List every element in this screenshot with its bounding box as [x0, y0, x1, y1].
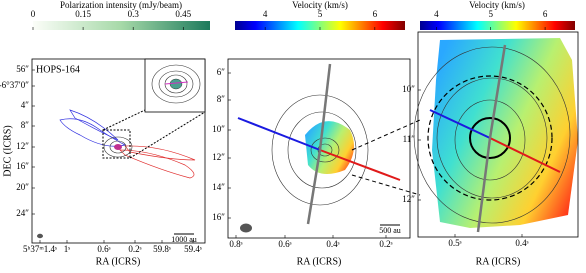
colorbar-tick-label: 5 [488, 9, 493, 19]
y-tick-label: 11″ [403, 134, 416, 144]
contour [109, 140, 127, 154]
scale-bar-label: 1000 au [171, 235, 197, 244]
x-axis-label: RA (ICRS) [297, 256, 342, 267]
y-axis-label: DEC (ICRS) [2, 125, 13, 176]
y-tick-label: 16″ [212, 212, 225, 222]
y-tick-label: -6°37′0″ [0, 80, 29, 90]
colorbar-title: Velocity (km/s) [469, 0, 525, 10]
y-tick-label: 14″ [212, 182, 225, 192]
zoom-line [129, 111, 206, 159]
red-lobe [124, 145, 196, 161]
colorbar-tick-label: 0.45 [175, 9, 191, 19]
colorbar-tick-label: 4 [434, 9, 439, 19]
panel-3: Velocity (km/s) RA (ICRS) [413, 0, 579, 267]
y-tick-label: 16″ [16, 161, 29, 171]
contour [454, 99, 526, 181]
x-tick-label: 0.8ˢ [229, 239, 242, 249]
y-tick-label: 56″ [16, 64, 29, 74]
y-tick-label: 8″ [217, 94, 226, 104]
gray-arrow [318, 63, 332, 151]
colorbar-tick-label: 0.3 [128, 9, 140, 19]
beam [240, 223, 252, 233]
gray-arrow [488, 44, 507, 139]
velocity-map [432, 38, 578, 228]
x-tick-label: 1ˢ [64, 244, 71, 254]
contour [287, 111, 357, 189]
contour [436, 77, 548, 199]
zoom-box [102, 129, 131, 159]
blue-lobe [69, 109, 119, 141]
colorbar-tick-label: 0.15 [75, 9, 91, 19]
panel-1: Polarization intensity (mJy/beam) HOPS-1… [2, 0, 210, 267]
colorbar-tick-label: 6 [373, 9, 378, 19]
colorbar [33, 21, 210, 30]
colorbar-tick-label: 6 [543, 9, 548, 19]
y-tick-label: 6″ [217, 67, 226, 77]
y-tick-label: 12″ [402, 194, 415, 204]
x-tick-label: 0.6ˢ [278, 239, 291, 249]
x-tick-label: 0.2ˢ [128, 244, 141, 254]
blue-lobe [59, 118, 127, 147]
colorbar [420, 21, 575, 30]
red-arrow [489, 137, 561, 173]
y-tick-label: 20″ [16, 182, 29, 192]
y-tick-label: 24″ [16, 208, 29, 218]
colorbar-tick-label: 4 [263, 9, 268, 19]
y-tick-label: 8″ [21, 120, 30, 130]
y-tick-label: 4″ [21, 100, 30, 110]
source [114, 144, 122, 150]
scale-bar-label: 500 au [379, 226, 401, 235]
x-tick-label: 0.4ˢ [326, 239, 339, 249]
contour [103, 136, 133, 158]
x-axis-label: RA (ICRS) [476, 256, 521, 267]
x-tick-label: 0.5ˢ [448, 238, 461, 248]
zoom-line [102, 109, 146, 131]
colorbar-tick-label: 5 [318, 9, 323, 19]
panel-label: HOPS-164 [36, 64, 80, 75]
contour [310, 137, 340, 163]
colorbar-title: Polarization intensity (mJy/beam) [60, 0, 182, 10]
x-tick-label: 0.6ˢ [97, 244, 110, 254]
x-tick-label: 0.4ˢ [515, 238, 528, 248]
contour [271, 94, 369, 206]
colorbar-tick-label: 0 [31, 9, 36, 19]
colorbar-title: Velocity (km/s) [292, 0, 348, 10]
y-tick-label: 10″ [402, 84, 415, 94]
red-arrow [319, 149, 401, 181]
gray-arrow [306, 149, 322, 225]
x-tick-label: 5ʰ37ᵐ1.4ˢ [23, 244, 57, 254]
inset [144, 58, 206, 113]
y-tick-label: 12″ [212, 152, 225, 162]
contour [413, 46, 571, 224]
x-axis-label: RA (ICRS) [96, 256, 141, 267]
x-tick-label: 0.2ˢ [379, 239, 392, 249]
panel-2: Velocity (km/s) 500 au RA (ICRS) [227, 0, 421, 267]
plot-frame [417, 31, 579, 238]
y-tick-label: 10″ [212, 124, 225, 134]
plot-frame [227, 58, 411, 239]
red-lobe [119, 149, 195, 179]
gray-arrow [476, 137, 492, 233]
colorbar [235, 21, 405, 30]
blue-arrow [429, 109, 491, 139]
plot-frame [31, 58, 206, 244]
zoom-line [351, 119, 421, 151]
dashed-circle [427, 75, 553, 201]
zoom-line [351, 174, 421, 196]
circle [469, 117, 511, 159]
beam [37, 233, 43, 239]
blue-arrow [237, 117, 321, 151]
x-tick-label: 59.8ˢ [153, 244, 171, 254]
x-tick-label: 59.4ˢ [184, 244, 202, 254]
y-tick-label: 12″ [16, 141, 29, 151]
